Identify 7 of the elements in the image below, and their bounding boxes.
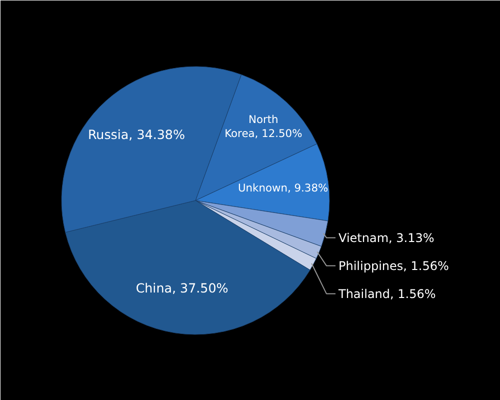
slice-label: Russia, 34.38% [88,127,185,142]
slice-label: Unknown, 9.38% [238,182,328,195]
slice-label: China, 37.50% [136,280,228,296]
slice-label: Thailand, 1.56% [338,286,436,301]
slice-label: Philippines, 1.56% [338,258,449,273]
slice-label: North Korea, 12.50% [224,112,302,140]
slice-label: Vietnam, 3.13% [338,230,434,245]
